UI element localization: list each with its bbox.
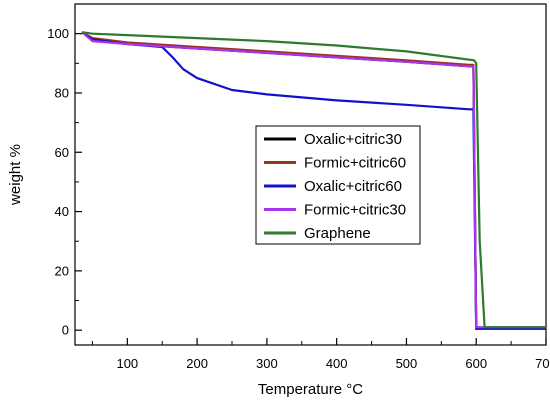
x-tick-label: 400	[326, 356, 348, 371]
legend-label: Formic+citric60	[304, 155, 406, 172]
x-tick-label: 100	[116, 356, 138, 371]
y-tick-label: 80	[55, 85, 69, 100]
x-tick-label: 500	[396, 356, 418, 371]
legend-label: Oxalic+citric60	[304, 178, 402, 195]
series-line-5	[81, 31, 546, 329]
x-tick-label: 300	[256, 356, 278, 371]
legend: Oxalic+citric30 Formic+citric60 Oxalic+cit…	[255, 125, 421, 245]
plot-frame	[74, 3, 547, 346]
x-tick-label: 200	[186, 356, 208, 371]
legend-label: Graphene	[304, 225, 371, 242]
plot-area	[74, 3, 547, 346]
axes-layer: 100 200 300 400 500 600 700 0 20 40 60 80 100	[47, 26, 550, 371]
y-tick-label: 40	[55, 204, 69, 219]
x-tick-label: 700	[535, 356, 550, 371]
y-tick-label: 0	[62, 323, 69, 338]
series-layer	[81, 31, 546, 330]
x-tick-label: 600	[465, 356, 487, 371]
legend-label: Oxalic+citric30	[304, 131, 402, 148]
legend-label: Formic+citric30	[304, 202, 406, 219]
y-tick-label: 100	[47, 26, 69, 41]
x-axis-title: Temperature °C	[258, 381, 363, 398]
y-tick-label: 60	[55, 145, 69, 160]
series-line-4	[81, 31, 546, 329]
y-axis-title: weight %	[7, 144, 24, 206]
y-tick-label: 20	[55, 263, 69, 278]
